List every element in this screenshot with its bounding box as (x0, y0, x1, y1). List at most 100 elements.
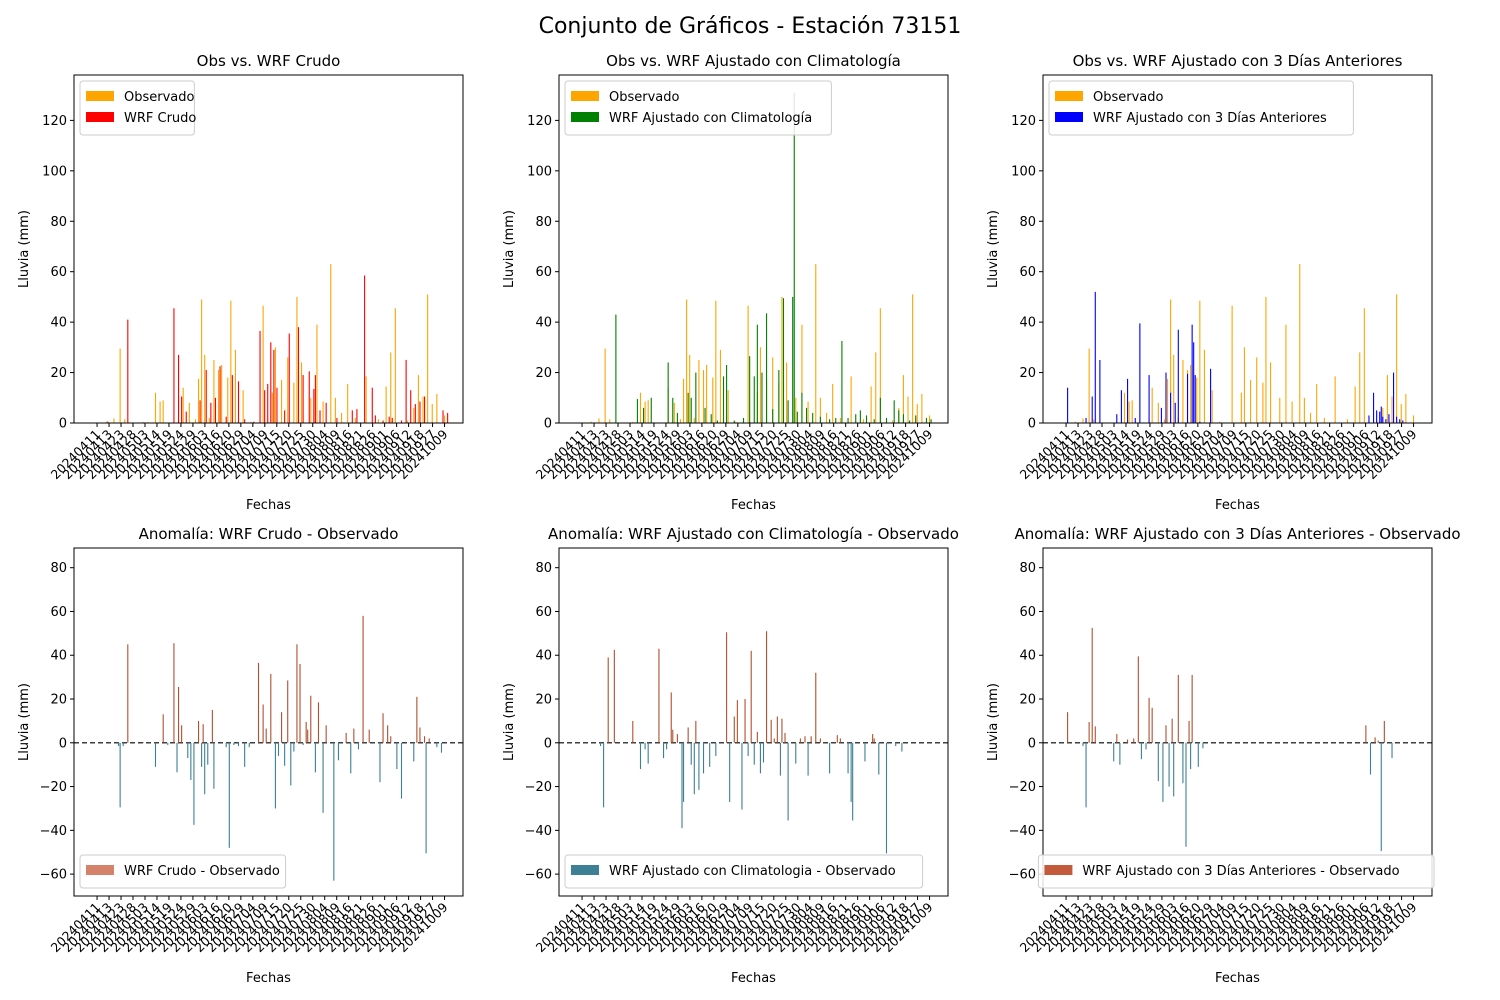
bar (185, 411, 187, 423)
bar (761, 372, 763, 423)
bar (105, 421, 107, 423)
legend-swatch (571, 91, 599, 101)
bar (729, 742, 731, 802)
bar (801, 392, 803, 423)
bar (795, 397, 797, 423)
bar (427, 294, 429, 423)
bar (1388, 414, 1390, 423)
bar (447, 412, 449, 423)
y-axis-label: Lluvia (mm) (502, 210, 517, 288)
y-axis-label: Lluvia (mm) (17, 683, 32, 761)
y-tick-label: 40 (535, 649, 552, 664)
bar (1309, 412, 1312, 423)
bar (1171, 718, 1173, 743)
bar (807, 742, 809, 776)
bar (607, 657, 609, 743)
bar (676, 412, 678, 423)
bar (257, 662, 260, 743)
bar (287, 680, 289, 743)
bar (1363, 308, 1365, 423)
bar (855, 414, 857, 423)
bar (878, 742, 880, 775)
bar (1148, 375, 1150, 423)
bar (225, 742, 227, 748)
bar (424, 396, 426, 423)
bar (909, 420, 911, 423)
bar (1374, 737, 1376, 743)
y-tick-label: 40 (1019, 316, 1036, 331)
bar (262, 704, 264, 743)
bar (201, 742, 203, 767)
y-tick-label: −60 (40, 868, 67, 883)
bar (912, 294, 914, 423)
legend: Observado WRF Crudo (79, 80, 196, 136)
bar (672, 729, 674, 743)
bar (710, 414, 712, 423)
axes-frame (73, 547, 464, 897)
bar (357, 742, 359, 750)
bar (250, 421, 252, 423)
bar (781, 718, 783, 743)
bar (1211, 390, 1213, 423)
bar (419, 401, 421, 423)
bar (1291, 401, 1293, 423)
bar (676, 734, 678, 743)
bar (885, 417, 888, 423)
bar (204, 354, 206, 423)
bar (253, 421, 255, 423)
bar (1091, 396, 1093, 423)
bar (1316, 383, 1318, 423)
bar (687, 392, 689, 423)
bar (113, 418, 115, 423)
y-tick-label: 120 (1011, 114, 1036, 129)
bar (1412, 415, 1415, 423)
bar (221, 365, 223, 423)
bar (211, 709, 213, 743)
bar (1182, 742, 1184, 784)
bar (805, 407, 808, 423)
bar (749, 356, 751, 423)
bar (1262, 382, 1264, 423)
bar (1116, 414, 1118, 423)
bar (829, 742, 831, 774)
x-axis-label: Fechas (1215, 498, 1260, 513)
bar (424, 736, 426, 743)
bar (405, 359, 407, 423)
bar (313, 388, 315, 423)
y-axis-label: Lluvia (mm) (502, 683, 517, 761)
bar (400, 420, 403, 423)
bar (742, 417, 745, 423)
bar (345, 732, 347, 743)
bar (1151, 387, 1153, 423)
bar (807, 401, 809, 423)
bar (1231, 305, 1233, 423)
bar (885, 742, 888, 854)
y-tick-label: 80 (50, 561, 67, 576)
y-tick-label: −40 (525, 824, 552, 839)
bar (892, 420, 894, 423)
bar (274, 347, 276, 423)
bar (1082, 742, 1084, 747)
bar (690, 742, 692, 765)
bar (287, 357, 289, 423)
legend-label: WRF Ajustado con 3 Días Anteriores - Obs… (1082, 864, 1399, 879)
bar (1094, 726, 1096, 743)
bar (396, 742, 398, 770)
bar (1099, 359, 1101, 423)
legend-label: WRF Ajustado con Climatología (609, 111, 812, 126)
bar (1067, 712, 1069, 743)
bar (443, 415, 446, 423)
bar (1119, 742, 1121, 765)
y-tick-label: 60 (50, 265, 67, 280)
bar (786, 362, 788, 423)
bar (1168, 742, 1170, 787)
legend-label: WRF Crudo (124, 111, 196, 126)
bar (419, 727, 421, 743)
bar (1391, 396, 1393, 423)
bar (839, 738, 841, 743)
bar (879, 397, 881, 423)
bar (391, 417, 393, 423)
bar (350, 742, 352, 774)
bar (815, 264, 817, 423)
x-axis-label: Fechas (731, 498, 776, 513)
